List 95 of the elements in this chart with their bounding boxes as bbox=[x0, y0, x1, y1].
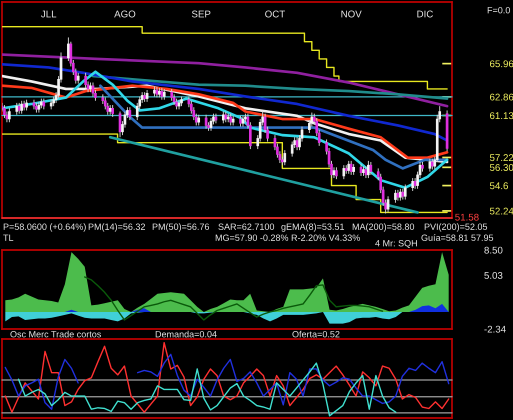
y-tick-label: 5.03 bbox=[484, 272, 502, 279]
line-series bbox=[84, 276, 384, 321]
candlestick bbox=[229, 113, 232, 126]
y-tick-label: 57.22 bbox=[490, 154, 513, 162]
candlestick bbox=[32, 99, 36, 110]
candlestick bbox=[20, 100, 23, 114]
y-tick-label: 62.86 bbox=[490, 94, 513, 101]
text: Demanda=0.04 bbox=[156, 330, 217, 338]
candlestick bbox=[239, 115, 242, 128]
text: MA(200)=58.80 bbox=[352, 223, 414, 232]
x-tick-label: JLL bbox=[41, 10, 56, 18]
candlestick bbox=[386, 196, 390, 213]
text: gEMA(8)=53.51 bbox=[281, 223, 344, 232]
x-tick-label: DIC bbox=[417, 10, 433, 18]
candlestick bbox=[362, 166, 365, 176]
line-series bbox=[99, 84, 448, 170]
y-tick-label: 54.6 bbox=[490, 182, 508, 190]
candlestick bbox=[108, 104, 112, 116]
candlestick bbox=[296, 136, 298, 151]
candlestick bbox=[92, 82, 94, 97]
text: PM(14)=56.32 bbox=[88, 223, 146, 232]
candlestick bbox=[290, 141, 294, 158]
candlestick bbox=[175, 98, 178, 110]
y-tick-label: 56.30 bbox=[490, 164, 513, 171]
candlestick bbox=[156, 86, 158, 98]
candlestick bbox=[84, 72, 87, 88]
candlestick bbox=[431, 158, 434, 170]
text: SAR=62.7100 bbox=[218, 224, 274, 230]
candlestick bbox=[25, 99, 28, 111]
candlestick bbox=[170, 88, 173, 102]
candlestick bbox=[42, 98, 46, 110]
candlestick bbox=[232, 115, 234, 126]
text: PVI(200)=52.05 bbox=[424, 223, 488, 232]
candlestick bbox=[347, 160, 350, 174]
line-series bbox=[2, 53, 448, 108]
candlestick bbox=[160, 87, 164, 100]
y-tick-label: 8.50 bbox=[484, 246, 502, 254]
candlestick bbox=[8, 108, 11, 123]
candlestick bbox=[242, 115, 244, 128]
candlestick bbox=[118, 111, 122, 138]
text: Guía=58.81 57.95 bbox=[421, 234, 494, 241]
candlestick bbox=[210, 117, 212, 132]
candlestick bbox=[204, 114, 208, 130]
candlestick bbox=[38, 101, 40, 114]
candlestick bbox=[401, 188, 404, 200]
candlestick bbox=[197, 114, 200, 126]
text: Oferta=0.52 bbox=[292, 330, 340, 338]
candlestick bbox=[394, 189, 397, 204]
ref-line-label: 51.58 bbox=[455, 214, 479, 221]
candlestick bbox=[352, 164, 355, 176]
y-tick-label: 61.13 bbox=[490, 112, 513, 120]
x-tick-label: OCT bbox=[265, 10, 285, 18]
candlestick bbox=[40, 98, 43, 109]
candlestick bbox=[18, 102, 21, 114]
candlestick bbox=[162, 88, 166, 100]
candlestick bbox=[158, 87, 161, 98]
x-tick-label: NOV bbox=[341, 10, 362, 18]
candlestick bbox=[76, 72, 80, 84]
y-tick-label: -2.34 bbox=[484, 326, 506, 333]
text: P=58.0600 (+0.64%) bbox=[4, 223, 86, 232]
candlestick bbox=[350, 160, 353, 176]
x-tick-label: SEP bbox=[192, 10, 210, 18]
candlestick bbox=[283, 150, 286, 166]
candlestick bbox=[89, 82, 92, 93]
candlestick bbox=[367, 160, 370, 179]
candlestick bbox=[128, 106, 132, 121]
candlestick bbox=[396, 189, 400, 202]
candlestick bbox=[153, 86, 156, 97]
line-series bbox=[2, 84, 448, 159]
candlestick bbox=[35, 102, 38, 114]
line-series bbox=[92, 74, 448, 100]
candlestick bbox=[342, 164, 346, 180]
candlestick bbox=[335, 166, 338, 180]
candlestick bbox=[370, 161, 372, 176]
text: 4 Mr: SQH bbox=[375, 240, 417, 248]
candlestick bbox=[3, 104, 6, 118]
chart-title: Osc Merc Trade cortos bbox=[10, 330, 101, 338]
candlestick bbox=[146, 90, 148, 102]
candlestick bbox=[214, 113, 218, 124]
candlestick bbox=[222, 111, 225, 124]
candlestick bbox=[404, 184, 407, 200]
text: MG=57.90 -0.28% R-2.20% V4.33% bbox=[216, 234, 360, 241]
x-tick-label: AGO bbox=[114, 10, 136, 18]
candlestick bbox=[50, 99, 53, 110]
candlestick bbox=[224, 111, 228, 123]
candlestick bbox=[111, 104, 114, 118]
text: TL bbox=[3, 234, 14, 241]
candlestick bbox=[178, 99, 180, 110]
candlestick bbox=[399, 188, 402, 202]
candlestick bbox=[180, 96, 183, 107]
text: PM(50)=56.76 bbox=[152, 223, 210, 232]
y-tick-label: 65.96 bbox=[490, 60, 513, 68]
candlestick bbox=[15, 102, 18, 116]
text: F=0.0 bbox=[488, 7, 510, 14]
candlestick bbox=[360, 164, 362, 176]
